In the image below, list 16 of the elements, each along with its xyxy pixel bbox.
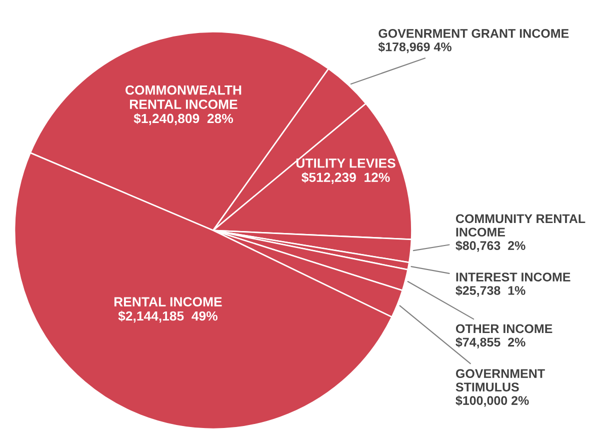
data-label: $2,144,185 49% [118,310,218,323]
slice-label: GOVERNMENT STIMULUS [456,369,545,392]
data-label: $80,763 2% [456,240,526,252]
data-label: $1,240,809 28% [134,113,234,126]
slice-label: UTILITY LEVIES [296,158,396,168]
slice-label: COMMUNITY RENTAL INCOME [456,214,586,237]
slice-label: GOVENRMENT GRANT INCOME [378,28,569,38]
slice-label: RENTAL INCOME [114,297,222,306]
data-label: $178,969 4% [378,42,452,54]
data-label: $100,000 2% [456,396,529,407]
data-label: $512,239 12% [302,172,390,184]
data-label: $25,738 1% [456,286,526,297]
slice-label: COMMONWEALTH RENTAL INCOME [126,85,242,109]
data-label: $74,855 2% [456,337,526,348]
slice-label: INTEREST INCOME [456,272,570,282]
slice-label: OTHER INCOME [456,324,552,334]
